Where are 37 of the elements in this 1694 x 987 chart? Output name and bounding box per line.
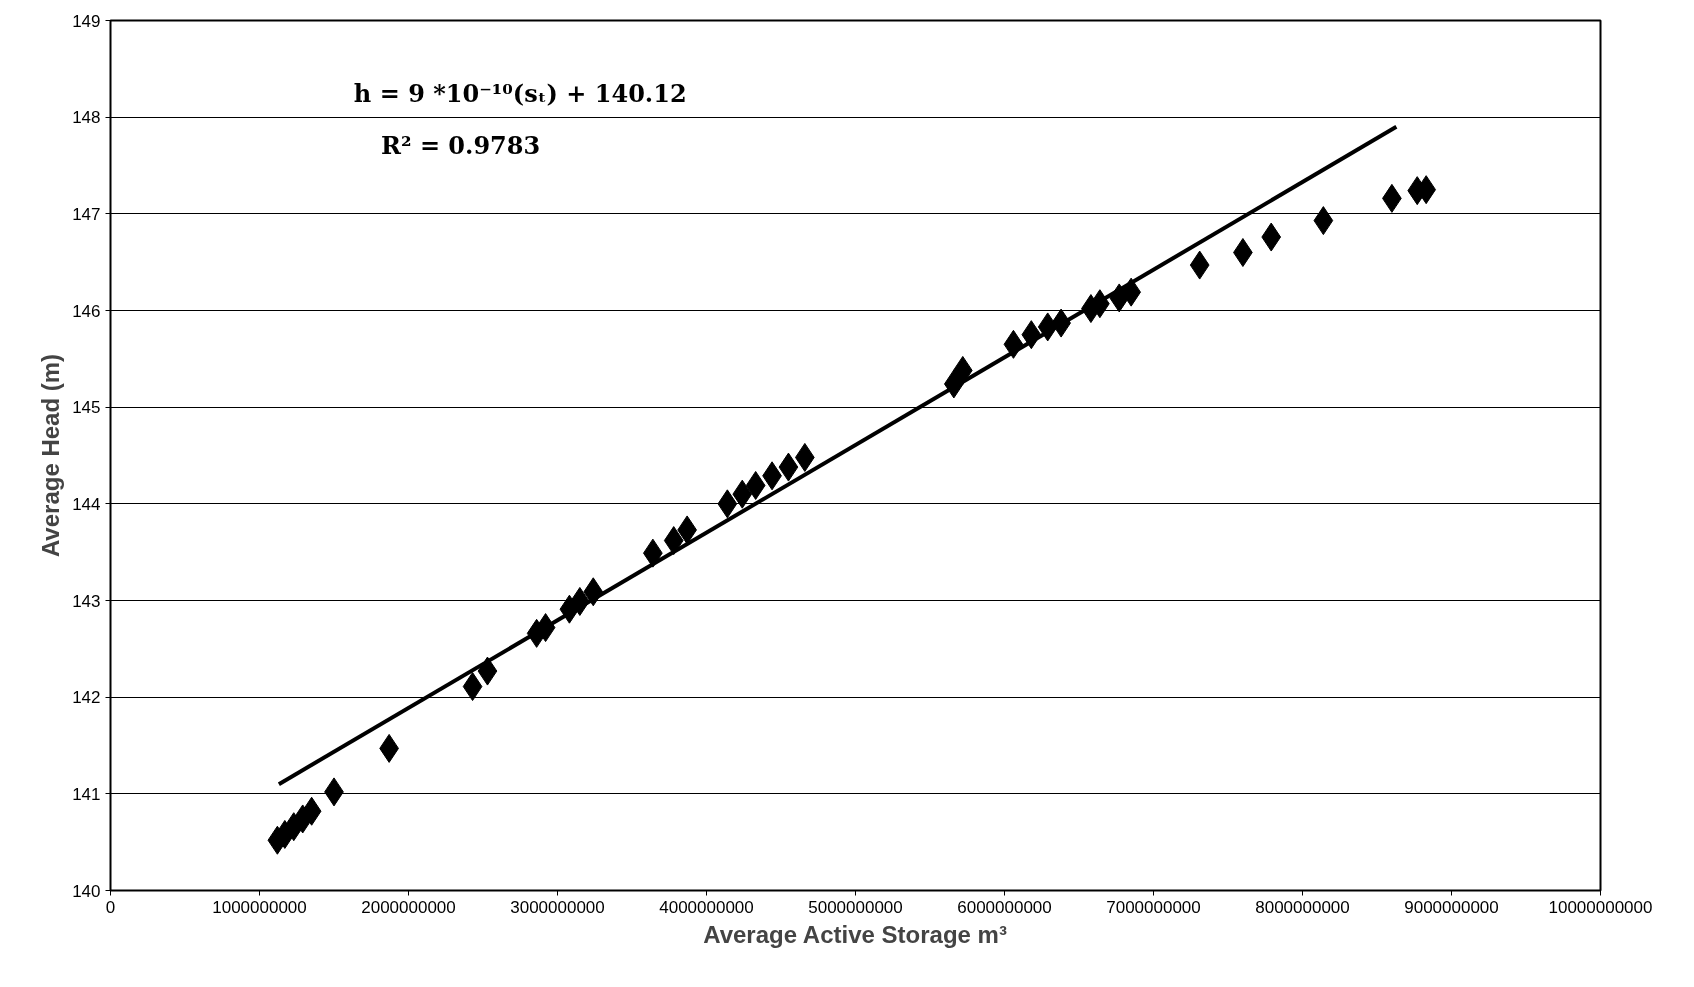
point — [952, 355, 973, 385]
point — [745, 470, 766, 500]
y-tick-label: 140 — [72, 881, 101, 901]
y-tick-label: 141 — [72, 784, 101, 804]
annotation: R² = 0.9783 — [381, 130, 541, 160]
point — [778, 452, 799, 482]
point — [1313, 206, 1334, 236]
point — [663, 526, 684, 556]
point — [1189, 250, 1210, 280]
x-tick-label: 4000000000 — [659, 897, 754, 917]
x-tick-label: 0 — [105, 897, 116, 917]
y-tick-label: 148 — [72, 108, 101, 128]
x-tick-label: 8000000000 — [1255, 897, 1350, 917]
x-tick-label: 6000000000 — [957, 897, 1052, 917]
point — [717, 489, 738, 519]
point — [301, 796, 322, 826]
point — [462, 672, 483, 702]
x-tick-label: 10000000000 — [1548, 897, 1653, 917]
y-axis-title: Average Head (m) — [37, 353, 65, 558]
y-tick-label: 144 — [72, 494, 101, 514]
x-tick-label: 1000000000 — [212, 897, 307, 917]
y-tick-label: 145 — [72, 398, 101, 418]
y-tick-label: 142 — [72, 688, 101, 708]
y-tick-label: 147 — [72, 204, 101, 224]
x-tick-label: 2000000000 — [361, 897, 456, 917]
y-tick-label: 149 — [72, 11, 101, 31]
x-tick-label: 9000000000 — [1404, 897, 1499, 917]
x-tick-label: 5000000000 — [808, 897, 903, 917]
y-tick-label: 146 — [72, 301, 101, 321]
annotation: h = 9 *10⁻¹⁰(sₜ) + 140.12 — [353, 78, 687, 108]
point — [477, 656, 498, 686]
y-tick-label: 143 — [72, 591, 101, 611]
x-tick-label: 3000000000 — [510, 897, 605, 917]
x-tick-label: 7000000000 — [1106, 897, 1201, 917]
point — [1261, 222, 1282, 252]
x-axis-title: Average Active Storage m³ — [703, 920, 1007, 948]
point — [732, 479, 753, 509]
